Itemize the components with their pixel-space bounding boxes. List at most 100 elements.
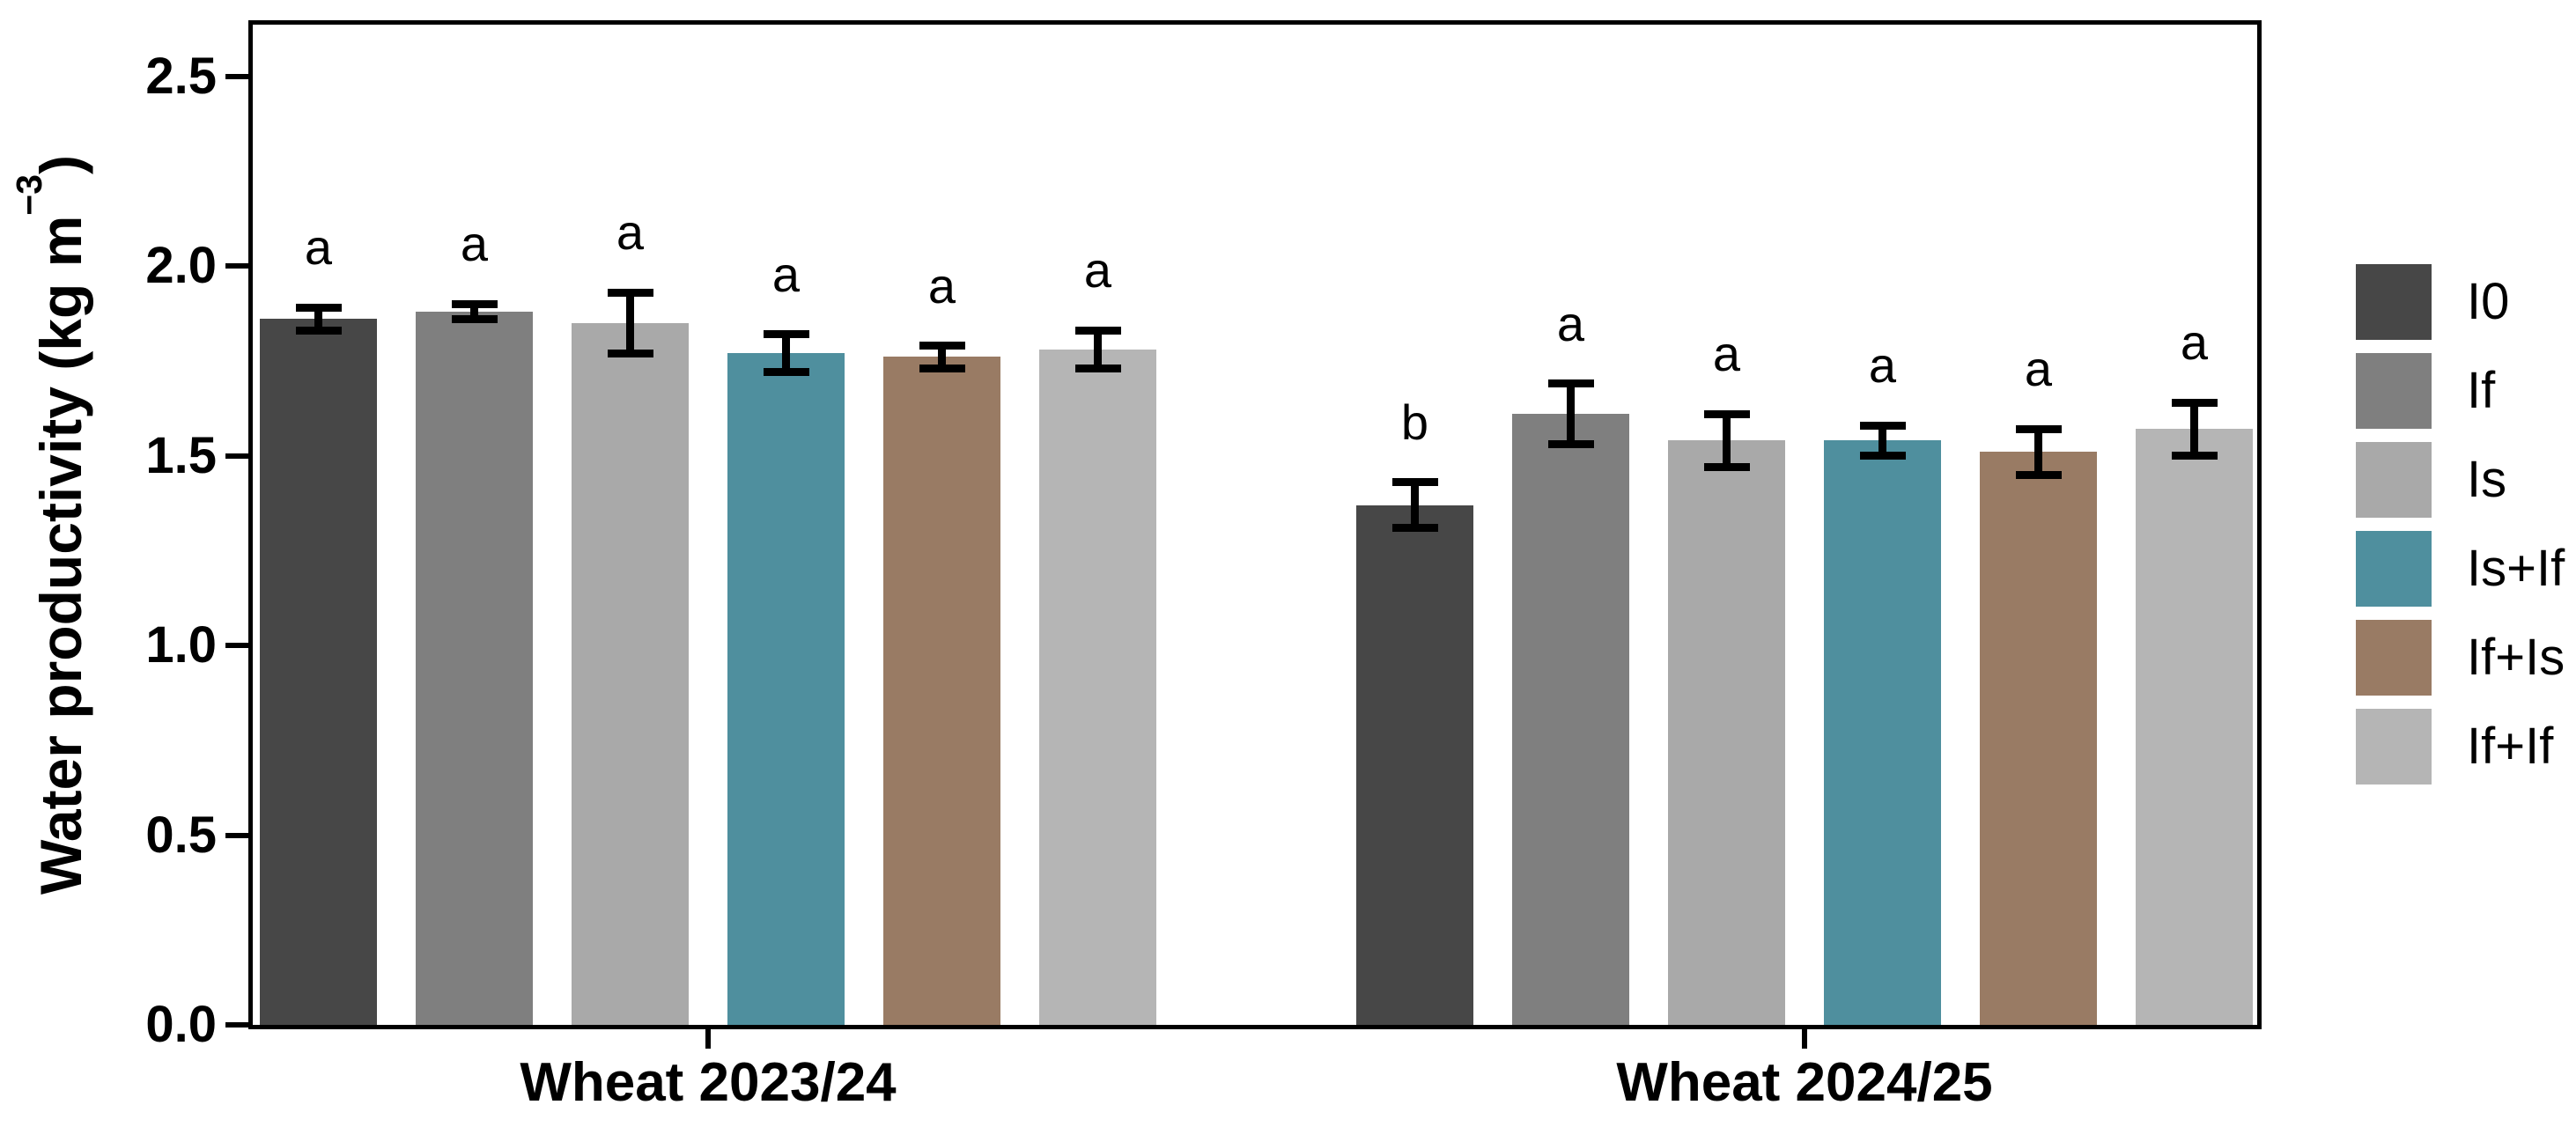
significance-letter: a xyxy=(2024,341,2053,397)
y-tick-label: 1.0 xyxy=(145,616,217,674)
error-bar-cap-top xyxy=(1859,421,1906,430)
bar-group-slot: b xyxy=(1356,25,1473,1025)
error-bar-cap-bottom xyxy=(295,326,342,335)
error-bar-cap-top xyxy=(295,303,342,312)
significance-letter: a xyxy=(771,246,801,302)
significance-letter: a xyxy=(460,216,489,272)
y-tick-mark xyxy=(225,1022,248,1028)
error-bar-cap-top xyxy=(1703,409,1750,418)
y-tick-label: 0.5 xyxy=(145,806,217,864)
significance-letter: a xyxy=(1712,326,1741,382)
error-bar-line xyxy=(1411,482,1419,528)
error-bar-cap-top xyxy=(1074,326,1121,335)
error-bar-line xyxy=(1094,330,1102,369)
legend-label: Is+If xyxy=(2467,540,2565,597)
bar-group-slot: a xyxy=(260,25,377,1025)
significance-letter: a xyxy=(616,204,645,261)
legend-item-Is+If: Is+If xyxy=(2356,531,2565,607)
error-bar-line xyxy=(314,307,322,331)
error-bar-line xyxy=(938,345,946,369)
error-bar-cap-top xyxy=(1391,478,1438,487)
error-bar-line xyxy=(1567,383,1575,445)
bar-If+Is-2 xyxy=(1980,452,2097,1025)
legend-swatch xyxy=(2356,531,2432,607)
error-bar-cap-bottom xyxy=(2015,470,2062,479)
bar-group-slot: a xyxy=(1980,25,2097,1025)
error-bar-cap-bottom xyxy=(919,364,965,372)
bar-group-slot: a xyxy=(1824,25,1941,1025)
legend-item-If+Is: If+Is xyxy=(2356,620,2565,696)
error-bar-line xyxy=(2034,429,2042,475)
significance-letter: a xyxy=(304,219,333,276)
significance-letter: a xyxy=(927,257,956,313)
error-bar-cap-bottom xyxy=(1391,523,1438,532)
bar-group-slot: a xyxy=(1039,25,1156,1025)
bar-Is+If-1 xyxy=(727,353,845,1025)
bar-group-slot: a xyxy=(883,25,1000,1025)
y-tick-label: 2.5 xyxy=(145,47,217,105)
legend-swatch xyxy=(2356,620,2432,696)
error-bar-cap-top xyxy=(2015,424,2062,433)
bars-layer: a b a a a a a a a a a a xyxy=(253,25,2257,1025)
error-bar-cap-bottom xyxy=(1703,462,1750,471)
significance-letter: b xyxy=(1400,394,1429,450)
bar-If-2 xyxy=(1512,414,1629,1025)
x-category-label: Wheat 2023/24 xyxy=(520,1052,897,1113)
error-bar-cap-top xyxy=(919,342,965,350)
error-bar-cap-bottom xyxy=(1547,440,1594,449)
legend-label: I0 xyxy=(2467,273,2510,330)
bar-group-slot: a xyxy=(1512,25,1629,1025)
significance-letter: a xyxy=(1083,242,1112,298)
bar-If+Is-1 xyxy=(883,357,1000,1025)
y-tick-mark xyxy=(225,643,248,648)
y-tick-mark xyxy=(225,453,248,459)
significance-letter: a xyxy=(1868,337,1897,394)
error-bar-line xyxy=(626,292,634,354)
y-tick-label: 2.0 xyxy=(145,237,217,294)
error-bar-cap-top xyxy=(607,288,653,297)
bar-group-slot: a xyxy=(416,25,533,1025)
error-bar-cap-top xyxy=(2171,398,2218,407)
y-axis-title-superscript: −3 xyxy=(8,174,49,216)
legend-label: If+If xyxy=(2467,718,2554,775)
bar-group-slot: a xyxy=(1668,25,1785,1025)
x-tick-mark xyxy=(1802,1029,1807,1049)
x-tick-mark xyxy=(705,1029,711,1049)
legend-swatch xyxy=(2356,442,2432,518)
bar-group-slot: a xyxy=(2136,25,2253,1025)
error-bar-cap-bottom xyxy=(1859,452,1906,460)
error-bar-cap-top xyxy=(763,330,809,339)
error-bar-cap-bottom xyxy=(1074,364,1121,372)
bar-If-1 xyxy=(416,311,533,1025)
error-bar-line xyxy=(1878,425,1886,456)
bar-Is-1 xyxy=(572,322,689,1025)
error-bar-line xyxy=(2190,402,2198,456)
error-bar-cap-top xyxy=(1547,379,1594,388)
error-bar-line xyxy=(782,334,790,372)
legend-swatch xyxy=(2356,709,2432,784)
legend-item-I0: I0 xyxy=(2356,264,2509,340)
bar-group-slot: a xyxy=(572,25,689,1025)
legend-item-If: If xyxy=(2356,353,2495,429)
legend-label: If xyxy=(2467,362,2496,419)
y-axis-title: Water productivity (kg m−3) xyxy=(9,0,94,1053)
y-axis-title-close: ) xyxy=(28,155,93,175)
error-bar-line xyxy=(1723,414,1731,468)
error-bar-cap-bottom xyxy=(451,314,498,323)
legend-label: If+Is xyxy=(2467,629,2565,686)
y-tick-mark xyxy=(225,832,248,838)
y-tick-label: 0.0 xyxy=(145,996,217,1053)
y-tick-label: 1.5 xyxy=(145,426,217,484)
error-bar-cap-bottom xyxy=(763,368,809,377)
legend-label: Is xyxy=(2467,451,2507,508)
bar-If+If-2 xyxy=(2136,429,2253,1025)
bar-I0-2 xyxy=(1356,505,1473,1025)
legend-item-Is: Is xyxy=(2356,442,2506,518)
bar-Is+If-2 xyxy=(1824,440,1941,1025)
y-tick-mark xyxy=(225,73,248,79)
x-category-label: Wheat 2024/25 xyxy=(1616,1052,1993,1113)
error-bar-cap-bottom xyxy=(607,349,653,357)
y-axis-title-text: Water productivity (kg m xyxy=(28,215,93,895)
significance-letter: a xyxy=(1556,295,1585,351)
